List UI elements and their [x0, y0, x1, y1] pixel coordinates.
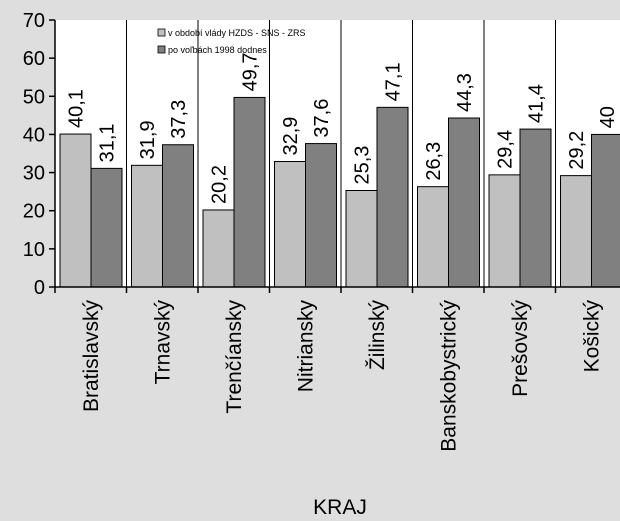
x-axis-label: KRAJ [313, 496, 367, 519]
legend-label-1: v období vlády HZDS - SNS - ZRS [168, 28, 306, 38]
y-tick-label: 0 [34, 277, 45, 299]
category-label: Nitriansky [294, 300, 317, 393]
bar-1 [345, 189, 378, 288]
bar-value-label: 40 [597, 106, 619, 128]
bar-1 [131, 164, 163, 288]
bar-value-label: 49,7 [240, 52, 262, 91]
y-axis-ticks: 0 10 20 30 40 50 60 70 [23, 10, 55, 299]
x-axis-ticks [54, 287, 557, 293]
y-tick-label: 40 [23, 124, 45, 146]
category-label: Košický [580, 300, 603, 373]
y-tick-label: 10 [23, 239, 45, 261]
bar-value-label: 20,2 [209, 165, 231, 204]
bar-value-label: 37,6 [311, 99, 333, 138]
bar-1 [488, 174, 521, 288]
bar-1 [417, 186, 449, 288]
bar-2 [591, 133, 620, 288]
bar-1 [59, 133, 92, 288]
bar-value-label: 47,1 [383, 62, 405, 101]
category-separators [126, 20, 556, 287]
category-label: Trnavský [151, 300, 174, 385]
y-tick-label: 50 [23, 86, 45, 108]
value-labels: 40,1 31,1 31,9 37,3 20,2 49,7 32,9 37,6 25,3 47,1… [66, 52, 620, 203]
category-label: Bratislavský [80, 300, 103, 413]
bar-value-label: 32,9 [280, 117, 302, 156]
category-label: Prešovský [509, 300, 532, 397]
bar-2 [448, 117, 480, 288]
category-label: Žilinský [366, 300, 389, 371]
legend-swatch-1 [157, 28, 166, 37]
y-tick-label: 20 [23, 201, 45, 223]
bar-1 [560, 175, 592, 288]
legend-label-2: po voľbách 1998 dodnes [168, 45, 267, 55]
legend: v období vlády HZDS - SNS - ZRS po voľbác… [157, 28, 306, 55]
bar-value-label: 25,3 [352, 146, 374, 185]
y-tick-label: 60 [23, 48, 45, 70]
bar-value-label: 26,3 [423, 142, 445, 181]
bar-value-label: 29,4 [495, 130, 517, 169]
bar-2 [305, 143, 337, 288]
legend-swatch-2 [157, 45, 166, 54]
bar-value-label: 29,2 [566, 131, 588, 170]
y-tick-label: 30 [23, 163, 45, 185]
bar-2 [162, 144, 194, 288]
bar-value-label: 41,4 [526, 84, 548, 123]
bar-value-label: 31,1 [97, 123, 119, 162]
category-label: Banskobystrický [437, 300, 460, 452]
bar-1 [202, 209, 235, 288]
category-labels: Bratislavský Trnavský Trenčíansky Nitriansk… [80, 300, 604, 452]
bar-2 [376, 106, 409, 288]
bar-1 [274, 161, 306, 288]
bar-2 [233, 96, 266, 288]
category-label: Trenčíansky [223, 300, 246, 414]
bar-value-label: 31,9 [137, 120, 159, 159]
bar-value-label: 40,1 [66, 89, 88, 128]
bar-value-label: 44,3 [454, 73, 476, 112]
bar-2 [519, 128, 552, 288]
y-tick-label: 70 [23, 10, 45, 32]
bar-2 [90, 167, 123, 288]
bar-value-label: 37,3 [168, 100, 190, 139]
